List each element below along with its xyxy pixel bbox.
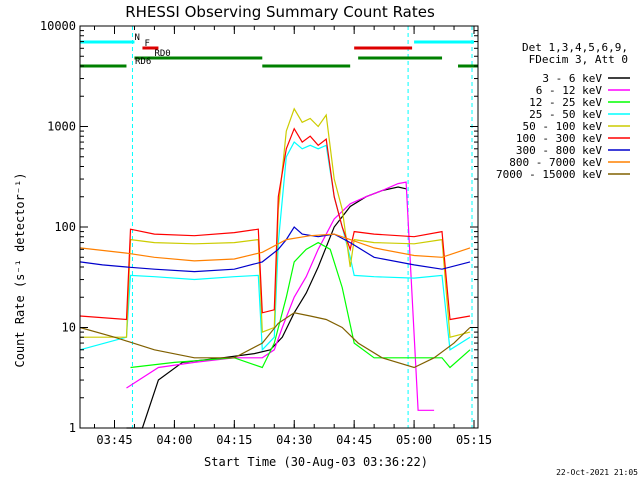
y-tick-label-1: 10 bbox=[62, 321, 76, 335]
legend-label-2: 12 - 25 keV bbox=[529, 96, 602, 109]
legend-label-3: 25 - 50 keV bbox=[529, 108, 602, 121]
flag-label-f: F bbox=[144, 39, 149, 49]
y-tick-label-0: 1 bbox=[69, 421, 76, 435]
x-tick-label-3: 04:30 bbox=[276, 433, 312, 447]
series-line-3 bbox=[79, 141, 471, 352]
x-tick-label-0: 03:45 bbox=[96, 433, 132, 447]
legend-label-7: 800 - 7000 keV bbox=[509, 156, 602, 169]
flag-label-rd6: RD6 bbox=[135, 57, 151, 67]
x-axis-label: Start Time (30-Aug-03 03:36:22) bbox=[204, 455, 428, 469]
series-line-6 bbox=[79, 226, 471, 273]
legend-label-6: 300 - 800 keV bbox=[516, 144, 602, 157]
legend-label-1: 6 - 12 keV bbox=[536, 84, 603, 97]
y-tick-label-2: 100 bbox=[54, 220, 76, 234]
series-line-8 bbox=[79, 312, 471, 369]
legend-header-line-2: FDecim 3, Att 0 bbox=[529, 53, 628, 66]
plot-frame bbox=[79, 25, 479, 429]
series-line-4 bbox=[80, 107, 471, 338]
series-line-0 bbox=[126, 186, 407, 429]
y-axis-label: Count Rate (s⁻¹ detector⁻¹) bbox=[13, 172, 27, 367]
legend-header-line-1: Det 1,3,4,5,6,9, bbox=[522, 41, 628, 54]
y-tick-label-3: 1000 bbox=[47, 120, 76, 134]
chart-title: RHESSI Observing Summary Count Rates bbox=[125, 3, 435, 21]
x-tick-label-5: 05:00 bbox=[396, 433, 432, 447]
series-line-5 bbox=[79, 127, 471, 321]
x-tick-label-6: 05:15 bbox=[456, 433, 492, 447]
legend-label-8: 7000 - 15000 keV bbox=[496, 168, 602, 181]
flag-label-n: N bbox=[134, 33, 139, 43]
timestamp-label: 22-Oct-2021 21:05 bbox=[556, 468, 638, 477]
series-line-7 bbox=[79, 233, 471, 262]
x-tick-label-1: 04:00 bbox=[156, 433, 192, 447]
y-tick-label-4: 10000 bbox=[40, 19, 76, 33]
x-tick-label-4: 04:45 bbox=[336, 433, 372, 447]
legend-label-0: 3 - 6 keV bbox=[542, 72, 602, 85]
legend-label-5: 100 - 300 keV bbox=[516, 132, 602, 145]
x-tick-label-2: 04:15 bbox=[216, 433, 252, 447]
flag-label-rd0: RD0 bbox=[154, 49, 170, 59]
series-line-2 bbox=[130, 241, 471, 369]
legend-label-4: 50 - 100 keV bbox=[523, 120, 603, 133]
